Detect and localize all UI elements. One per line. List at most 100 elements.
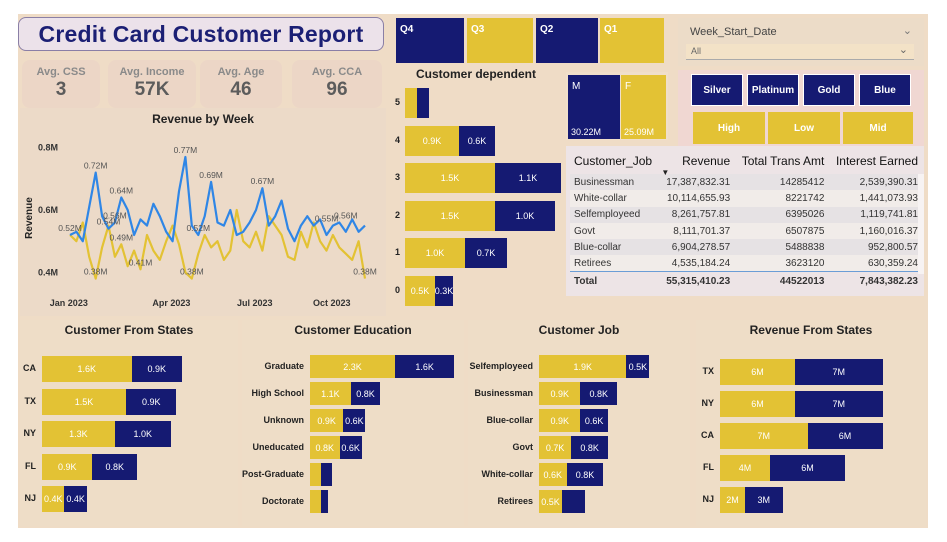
bar-segment-gold[interactable]: 0.9K — [539, 382, 581, 405]
bar-segment-navy[interactable]: 7M — [795, 359, 883, 385]
card-platinum-button[interactable]: Platinum — [747, 74, 799, 106]
card-silver-button[interactable]: Silver — [691, 74, 743, 106]
bar-segment-navy[interactable]: 3M — [745, 487, 783, 513]
quarter-q2-button[interactable]: Q2 — [536, 18, 598, 63]
gender-male-block[interactable]: M 30.22M — [568, 75, 620, 139]
table-scrollbar[interactable] — [918, 174, 924, 274]
bar-segment-gold[interactable]: 2.3K — [310, 355, 396, 378]
bar-segment-gold[interactable]: 0.5K — [405, 275, 435, 306]
data-label: 0.38M — [84, 267, 108, 277]
bar-segment-navy[interactable] — [321, 490, 329, 513]
table-header[interactable]: Interest Earned — [835, 154, 918, 168]
table-row[interactable]: Selfemployeed 8,261,757.81 6395026 1,119,74… — [570, 206, 922, 223]
bar-segment-navy[interactable]: 0.6K — [343, 409, 366, 432]
bar-segment-gold[interactable]: 6M — [720, 391, 795, 417]
bar-segment-gold[interactable]: 4M — [720, 455, 770, 481]
series-line — [69, 155, 366, 243]
category-label: 3 — [394, 172, 400, 182]
category-label: High School — [251, 387, 305, 398]
bar-segment-gold[interactable]: 0.9K — [42, 453, 93, 480]
bar-segment-gold[interactable]: 7M — [720, 423, 808, 449]
bar-segment-navy[interactable]: 1.0K — [495, 200, 555, 231]
bar-segment-navy[interactable]: 0.3K — [435, 275, 453, 306]
week-slicer-dropdown[interactable]: All ⌄ — [686, 44, 914, 60]
bar-segment-navy[interactable] — [417, 88, 429, 118]
bar-segment-navy[interactable]: 6M — [770, 455, 845, 481]
bar-segment-navy[interactable]: 0.8K — [350, 382, 381, 405]
bar-segment-navy[interactable]: 0.7K — [465, 238, 507, 268]
table-row[interactable]: Retirees 4,535,184.24 3623120 630,359.24 — [570, 255, 922, 272]
income-low-button[interactable]: Low — [768, 112, 840, 144]
bar-segment-gold[interactable]: 0.7K — [539, 436, 572, 459]
bar-segment-navy[interactable]: 1.1K — [495, 163, 561, 193]
bar-segment-navy[interactable]: 0.9K — [126, 388, 177, 415]
income-label: Low — [794, 122, 814, 134]
table-header-sorted[interactable]: Revenue ▼ — [661, 154, 731, 177]
quarter-q4-button[interactable]: Q4 — [396, 18, 464, 63]
report-title: Credit Card Customer Report — [38, 20, 364, 47]
bar-segment-gold[interactable] — [310, 463, 322, 486]
bar-segment-gold[interactable]: 0.4K — [42, 486, 65, 512]
y-tick-label: 0.6M — [38, 205, 58, 215]
bar-segment-navy[interactable]: 1.6K — [395, 355, 455, 378]
bar-segment-navy[interactable]: 0.5K — [626, 355, 650, 378]
table-cell: Businessman — [570, 174, 660, 191]
bar-segment-gold[interactable]: 6M — [720, 359, 795, 385]
bar-segment-gold[interactable] — [310, 490, 322, 513]
bar-segment-gold[interactable]: 1.6K — [42, 356, 132, 382]
bar-segment-navy[interactable]: 0.6K — [339, 436, 362, 459]
chevron-down-icon[interactable]: ⌄ — [902, 25, 912, 37]
bar-segment-gold[interactable] — [405, 88, 417, 118]
income-high-button[interactable]: High — [693, 112, 765, 144]
table-row[interactable]: White-collar 10,114,655.93 8221742 1,441,07… — [570, 190, 922, 207]
bar-segment-navy[interactable]: 0.8K — [571, 436, 608, 459]
bar-segment-gold[interactable]: 0.5K — [539, 490, 562, 513]
bar-segment-navy[interactable] — [321, 463, 333, 486]
bar-segment-navy[interactable]: 0.6K — [459, 125, 495, 156]
revenue-by-week-chart: Revenue by Week Revenue 0.4M 0.6M 0.8M Jan 20… — [24, 112, 377, 308]
bar-segment-gold[interactable]: 0.9K — [539, 409, 581, 432]
table-cell: 1,119,741.81 — [828, 206, 922, 223]
quarter-q3-button[interactable]: Q3 — [467, 18, 533, 63]
quarter-q1-button[interactable]: Q1 — [600, 18, 664, 63]
bar-segment-navy[interactable]: 6M — [807, 423, 883, 449]
quarter-label: Q2 — [540, 24, 554, 35]
quarter-slicer: Q4 Q3 Q2 Q1 — [396, 18, 666, 63]
card-blue-button[interactable]: Blue — [859, 74, 911, 106]
bar-segment-navy[interactable] — [562, 490, 585, 513]
table-row[interactable]: Businessman 17,387,832.31 14285412 2,539,39… — [570, 174, 922, 191]
x-tick-label: Oct 2023 — [313, 298, 351, 308]
bar-segment-gold[interactable]: 0.6K — [539, 463, 567, 486]
table-header[interactable]: Total Trans Amt — [741, 154, 825, 168]
bar-segment-navy[interactable]: 0.8K — [92, 453, 138, 480]
bar-segment-navy[interactable]: 7M — [795, 391, 883, 417]
category-label: FL — [25, 460, 36, 471]
card-gold-button[interactable]: Gold — [803, 74, 855, 106]
bar-segment-gold[interactable]: 0.8K — [310, 436, 340, 459]
bar-segment-navy[interactable]: 0.8K — [566, 463, 604, 486]
bar-segment-navy[interactable]: 0.8K — [580, 382, 618, 405]
table-cell: White-collar — [570, 190, 660, 207]
bar-segment-gold[interactable]: 0.9K — [405, 125, 459, 156]
bar-segment-navy[interactable]: 0.4K — [64, 486, 87, 512]
table-cell: 8,111,701.37 — [659, 222, 735, 240]
bar-segment-gold[interactable]: 1.5K — [42, 388, 126, 415]
table-cell: 6,904,278.57 — [659, 239, 735, 256]
bar-segment-gold[interactable]: 2M — [720, 487, 745, 513]
table-row[interactable]: Govt 8,111,701.37 6507875 1,160,016.37 — [570, 222, 922, 240]
bar-segment-gold[interactable]: 1.0K — [405, 238, 465, 268]
bar-segment-gold[interactable]: 0.9K — [310, 409, 344, 432]
table-row[interactable]: Blue-collar 6,904,278.57 5488838 952,800.57 — [570, 239, 922, 256]
bar-segment-gold[interactable]: 1.1K — [310, 382, 351, 405]
bar-segment-navy[interactable]: 0.9K — [131, 356, 182, 382]
bar-segment-navy[interactable]: 0.6K — [580, 409, 608, 432]
bar-segment-navy[interactable]: 1.0K — [114, 421, 171, 447]
bar-segment-gold[interactable]: 1.5K — [405, 163, 495, 193]
bar-segment-gold[interactable]: 1.3K — [42, 421, 115, 447]
kpi-card-age: Avg. Age 46 — [200, 60, 282, 108]
gender-female-block[interactable]: F 25.09M — [621, 75, 666, 139]
table-header[interactable]: Customer_Job — [574, 154, 653, 168]
bar-segment-gold[interactable]: 1.9K — [539, 355, 627, 378]
bar-segment-gold[interactable]: 1.5K — [405, 200, 495, 231]
income-mid-button[interactable]: Mid — [843, 112, 913, 144]
